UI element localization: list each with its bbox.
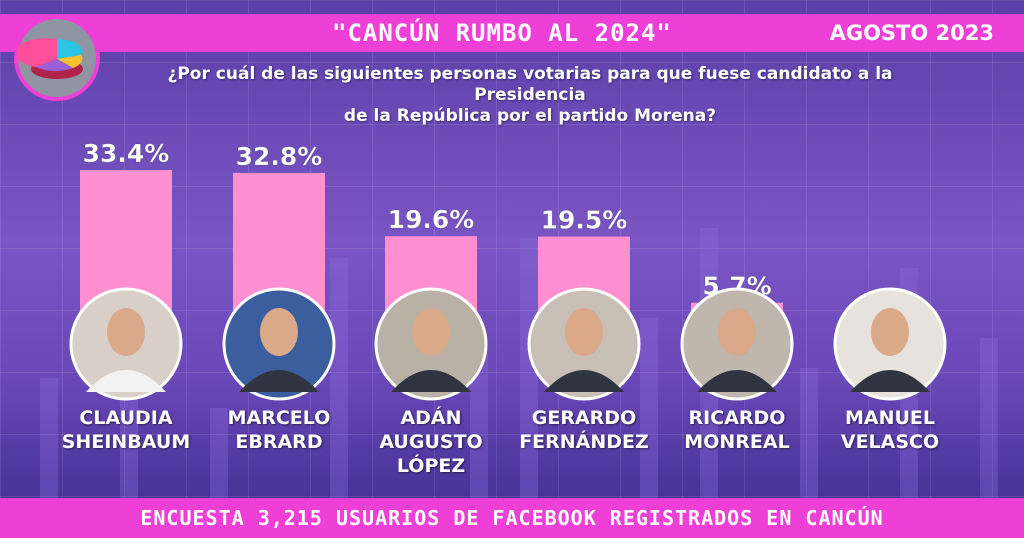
candidate-name-line: LÓPEZ bbox=[396, 455, 466, 477]
header-title: "CANCÚN RUMBO AL 2024" bbox=[332, 19, 672, 47]
candidate-photo-5 bbox=[680, 287, 794, 401]
question-line-1: ¿Por cuál de las siguientes personas vot… bbox=[167, 64, 893, 105]
candidate-photo-2 bbox=[222, 287, 336, 401]
candidate-name-line: EBRARD bbox=[235, 431, 323, 453]
candidate-photo-3 bbox=[374, 287, 488, 401]
value-label-3: 19.6% bbox=[388, 205, 475, 234]
question-line-2: de la República por el partido Morena? bbox=[343, 106, 717, 126]
candidate-name-line: GERARDO bbox=[531, 407, 637, 429]
header-banner bbox=[0, 14, 1024, 52]
header-date: AGOSTO 2023 bbox=[829, 21, 994, 45]
candidate-name-4: GERARDO FERNÁNDEZ bbox=[514, 406, 654, 454]
candidate-name-line: ADÁN AUGUSTO bbox=[379, 407, 483, 453]
candidate-photo-4 bbox=[527, 287, 641, 401]
candidate-name-6: MANUEL VELASCO bbox=[820, 406, 960, 454]
candidate-photo-1 bbox=[69, 287, 183, 401]
candidate-name-line: SHEINBAUM bbox=[61, 431, 191, 453]
candidate-name-line: MANUEL bbox=[844, 407, 936, 429]
candidate-photo-6 bbox=[833, 287, 947, 401]
footer-banner bbox=[0, 498, 1024, 538]
candidate-name-line: CLAUDIA bbox=[79, 407, 173, 429]
value-label-2: 32.8% bbox=[236, 142, 323, 171]
pie-chart-logo bbox=[14, 15, 100, 101]
footer-text: ENCUESTA 3,215 USUARIOS DE FACEBOOK REGI… bbox=[140, 506, 884, 530]
candidate-name-2: MARCELO EBRARD bbox=[209, 406, 349, 454]
value-label-4: 19.5% bbox=[541, 206, 628, 235]
candidate-name-3: ADÁN AUGUSTO LÓPEZ bbox=[361, 406, 501, 478]
pie-chart-icon bbox=[14, 38, 83, 79]
candidate-name-1: CLAUDIA SHEINBAUM bbox=[56, 406, 196, 454]
candidate-name-5: RICARDO MONREAL bbox=[667, 406, 807, 454]
candidate-name-line: MONREAL bbox=[684, 431, 790, 453]
candidate-name-line: FERNÁNDEZ bbox=[519, 431, 649, 453]
candidate-name-line: RICARDO bbox=[688, 407, 786, 429]
value-label-1: 33.4% bbox=[83, 139, 170, 168]
candidate-name-line: MARCELO bbox=[227, 407, 331, 429]
candidate-name-line: VELASCO bbox=[840, 431, 940, 453]
survey-question: ¿Por cuál de las siguientes personas vot… bbox=[150, 64, 910, 127]
